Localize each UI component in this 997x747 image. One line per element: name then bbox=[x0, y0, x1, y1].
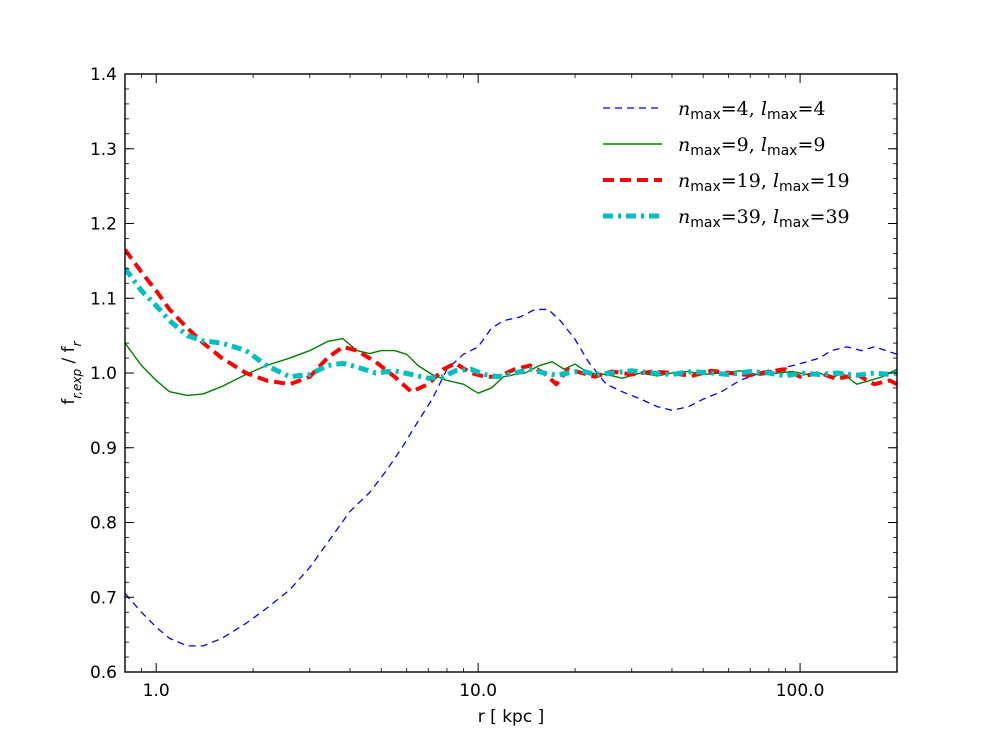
legend-entry-0: nmax=4, lmax=4 bbox=[678, 98, 825, 123]
y-tick-label: 1.0 bbox=[90, 364, 117, 384]
series-line-3 bbox=[125, 266, 897, 381]
y-axis-label: fr,exp / fr bbox=[59, 340, 84, 404]
labels-layer: 0.6 0.7 0.8 0.9 1.0 1.1 1.2 1.3 1.4 1.0 10.0 100.0 r… bbox=[59, 65, 824, 727]
y-tick-label: 0.7 bbox=[90, 588, 117, 608]
x-tick-label: 1.0 bbox=[143, 681, 170, 701]
series-line-0 bbox=[125, 308, 897, 647]
y-tick-label: 1.3 bbox=[90, 140, 117, 160]
y-tick-label: 0.8 bbox=[90, 514, 117, 534]
y-tick-label: 1.2 bbox=[90, 215, 117, 235]
x-tick-label: 100.0 bbox=[776, 681, 825, 701]
legend-entry-2: nmax=19, lmax=19 bbox=[678, 170, 850, 195]
legend-entry-1: nmax=9, lmax=9 bbox=[678, 134, 825, 159]
y-tick-label: 0.9 bbox=[90, 439, 117, 459]
series-line-2 bbox=[125, 248, 897, 394]
x-tick-label: 10.0 bbox=[459, 681, 497, 701]
series-layer bbox=[125, 248, 897, 647]
legend: nmax=4, lmax=4 nmax=9, lmax=9 nmax=19, lma… bbox=[603, 98, 850, 231]
axes-layer bbox=[124, 73, 898, 673]
y-tick-label: 1.4 bbox=[90, 65, 117, 85]
y-tick-label: 1.1 bbox=[90, 289, 117, 309]
x-axis-label: r [ kpc ] bbox=[478, 707, 544, 727]
legend-entry-3: nmax=39, lmax=39 bbox=[678, 206, 850, 231]
y-tick-label: 0.6 bbox=[90, 663, 117, 683]
